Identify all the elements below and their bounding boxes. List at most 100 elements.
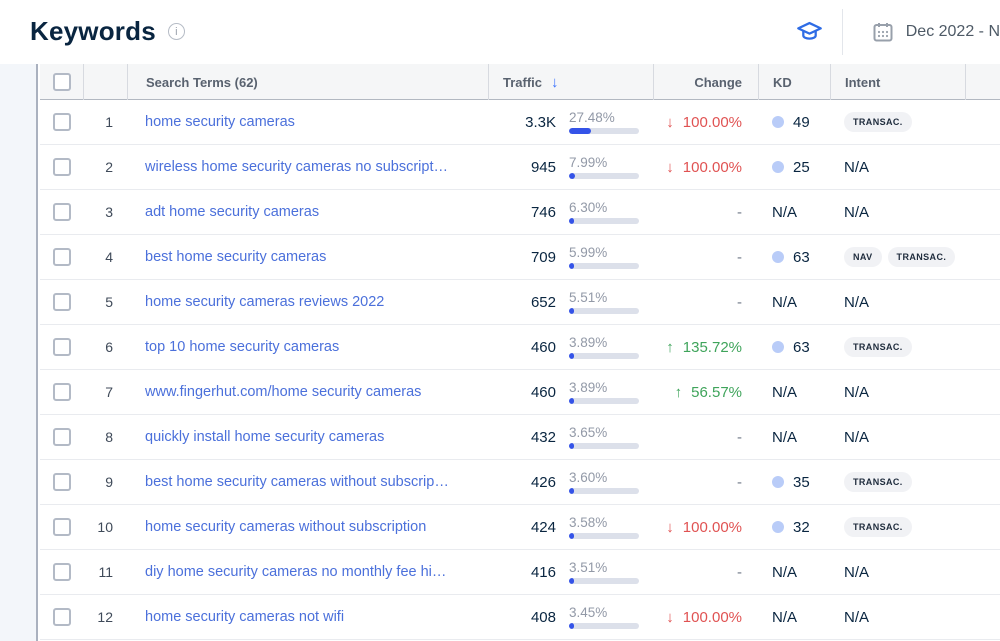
extra-cell <box>965 595 1000 639</box>
traffic-share-bar <box>569 577 639 584</box>
kd-na: N/A <box>772 293 798 311</box>
extra-cell <box>965 280 1000 324</box>
kd-cell: N/A <box>758 370 830 414</box>
keyword-link[interactable]: home security cameras reviews 2022 <box>145 294 385 310</box>
search-term-cell: top 10 home security cameras <box>127 325 488 369</box>
graduation-cap-icon[interactable] <box>790 18 830 45</box>
change-cell: ↓ 100.00% <box>653 145 758 189</box>
change-value: ↓ 100.00% <box>666 519 742 536</box>
row-checkbox-cell <box>40 370 83 414</box>
row-checkbox[interactable] <box>52 473 71 491</box>
row-checkbox[interactable] <box>52 608 71 626</box>
arrow-down-icon: ↓ <box>666 608 674 626</box>
table-row: 6 top 10 home security cameras 460 3.89%… <box>40 325 1000 370</box>
arrow-down-icon: ↓ <box>666 518 674 536</box>
keyword-link[interactable]: home security cameras not wifi <box>145 609 345 625</box>
traffic-share-bar-fill <box>569 127 591 134</box>
row-checkbox-cell <box>40 415 83 459</box>
change-cell: ↓ 100.00% <box>653 595 758 639</box>
row-checkbox[interactable] <box>52 203 71 221</box>
traffic-share-percent: 3.65% <box>569 424 608 440</box>
sort-desc-icon[interactable]: ↓ <box>551 73 559 91</box>
search-term-cell: best home security cameras <box>127 235 488 279</box>
keyword-link[interactable]: www.fingerhut.com/home security cameras <box>145 384 422 400</box>
keyword-link[interactable]: quickly install home security cameras <box>145 429 385 445</box>
row-checkbox[interactable] <box>52 338 71 356</box>
traffic-share-percent: 5.51% <box>569 289 608 305</box>
traffic-share-bar <box>569 532 639 539</box>
intent-header[interactable]: Intent <box>830 64 965 100</box>
row-checkbox[interactable] <box>52 248 71 266</box>
search-terms-header[interactable]: Search Terms (62) <box>127 64 488 100</box>
intent-cell: N/A <box>830 190 965 234</box>
date-range-label[interactable]: Dec 2022 - N <box>905 22 1000 40</box>
row-checkbox[interactable] <box>52 293 71 311</box>
intent-na: N/A <box>844 383 870 401</box>
traffic-cell: 460 3.89% <box>488 370 653 414</box>
no-change-dash: - <box>737 473 742 491</box>
info-icon[interactable]: i <box>167 23 185 40</box>
kd-value: 32 <box>793 518 810 536</box>
row-checkbox[interactable] <box>52 158 71 176</box>
row-checkbox[interactable] <box>52 428 71 446</box>
traffic-share: 5.51% <box>569 289 639 314</box>
table-row: 11 diy home security cameras no monthly … <box>40 550 1000 595</box>
intent-cell: TRANSAC. <box>830 505 965 549</box>
keyword-link[interactable]: home security cameras without subscripti… <box>145 519 427 535</box>
intent-na: N/A <box>844 428 870 446</box>
extra-cell <box>965 370 1000 414</box>
traffic-share-bar-fill <box>569 217 575 224</box>
traffic-cell: 426 3.60% <box>488 460 653 504</box>
search-term-cell: wireless home security cameras no subscr… <box>127 145 488 189</box>
row-checkbox[interactable] <box>52 383 71 401</box>
intent-cell: N/A <box>830 415 965 459</box>
row-checkbox[interactable] <box>52 563 71 581</box>
row-checkbox[interactable] <box>52 113 71 131</box>
intent-badge: TRANSAC. <box>844 472 912 492</box>
intent-badge: TRANSAC. <box>844 337 912 357</box>
row-checkbox-cell <box>40 145 83 189</box>
kd-value: 25 <box>793 158 810 176</box>
keyword-link[interactable]: wireless home security cameras no subscr… <box>145 159 448 175</box>
traffic-share-percent: 5.99% <box>569 244 608 260</box>
kd-na: N/A <box>772 428 798 446</box>
kd-cell: N/A <box>758 550 830 594</box>
keyword-link[interactable]: best home security cameras <box>145 249 327 265</box>
traffic-share-bar-fill <box>569 307 574 314</box>
keyword-link[interactable]: home security cameras <box>145 114 295 130</box>
traffic-share-bar-fill <box>569 622 574 629</box>
keyword-link[interactable]: best home security cameras without subsc… <box>145 474 449 490</box>
traffic-share-percent: 3.89% <box>569 334 608 350</box>
kd-cell: 49 <box>758 100 830 144</box>
row-rank: 3 <box>105 204 113 220</box>
row-checkbox-cell <box>40 550 83 594</box>
traffic-share-bar <box>569 217 639 224</box>
traffic-cell: 746 6.30% <box>488 190 653 234</box>
kd-dot <box>772 116 784 128</box>
change-header[interactable]: Change <box>653 64 758 100</box>
select-all-checkbox[interactable] <box>52 73 71 91</box>
intent-cell: N/A <box>830 145 965 189</box>
keyword-link[interactable]: top 10 home security cameras <box>145 339 340 355</box>
keyword-link[interactable]: diy home security cameras no monthly fee… <box>145 564 447 580</box>
extra-cell <box>965 190 1000 234</box>
change-percent: 100.00% <box>682 518 742 536</box>
no-change-dash: - <box>737 203 742 221</box>
row-checkbox[interactable] <box>52 518 71 536</box>
traffic-header[interactable]: Traffic ↓ <box>488 64 653 100</box>
traffic-share: 27.48% <box>569 110 639 134</box>
row-checkbox-cell <box>40 595 83 639</box>
change-percent: 100.00% <box>682 158 742 176</box>
keyword-link[interactable]: adt home security cameras <box>145 204 320 220</box>
kd-value: 63 <box>793 338 810 356</box>
change-cell: ↓ 100.00% <box>653 505 758 549</box>
table-row: 5 home security cameras reviews 2022 652… <box>40 280 1000 325</box>
kd-header[interactable]: KD <box>758 64 830 100</box>
traffic-share: 3.89% <box>569 334 639 359</box>
kd-na: N/A <box>772 608 798 626</box>
traffic-share: 3.45% <box>569 605 639 629</box>
traffic-value: 424 <box>530 518 556 536</box>
traffic-share-bar-fill <box>569 442 574 449</box>
traffic-cell: 3.3K 27.48% <box>488 100 653 144</box>
date-range-picker[interactable]: Dec 2022 - N <box>847 20 1000 44</box>
